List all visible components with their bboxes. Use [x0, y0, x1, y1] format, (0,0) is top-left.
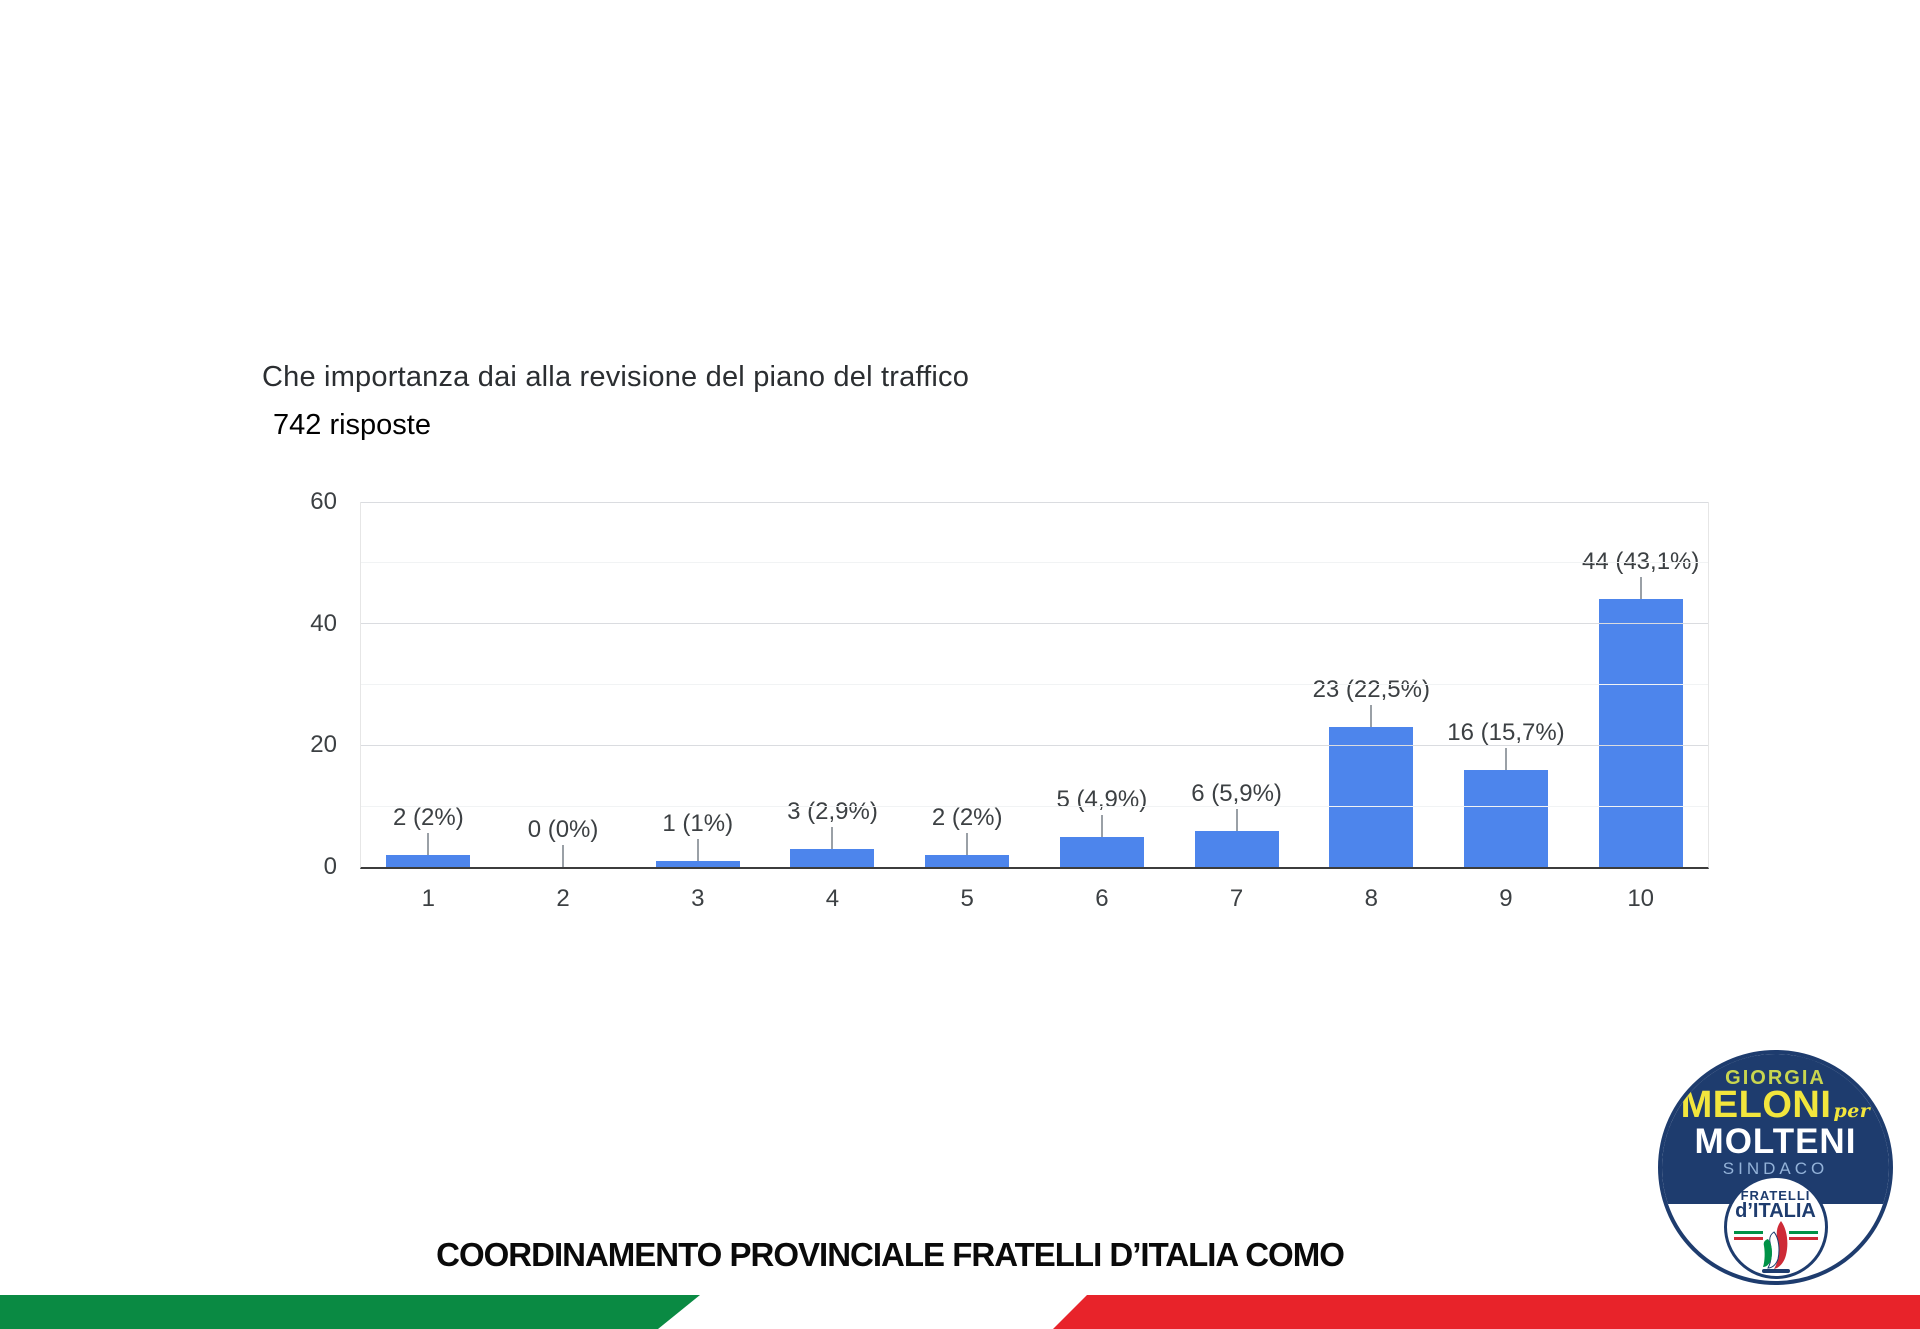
x-axis-label: 4 — [825, 885, 840, 912]
flame-red-path — [1773, 1221, 1787, 1269]
bar-slot: 0 (0%) 2 — [496, 502, 631, 912]
gridline-major — [361, 501, 1708, 503]
bar — [655, 860, 740, 867]
chart-title: Che importanza dai alla revisione del pi… — [262, 361, 970, 393]
badge-text-ditalia: d’ITALIA — [1735, 1200, 1816, 1222]
bottom-stripe — [0, 1295, 1920, 1329]
tricolor-band-left — [1733, 1231, 1763, 1240]
y-axis-label: 20 — [310, 731, 337, 759]
bar — [1194, 830, 1279, 867]
bar-slot: 16 (15,7%) 9 — [1439, 502, 1574, 912]
label-connector-line — [427, 832, 430, 855]
label-connector-line — [1504, 747, 1507, 770]
bar — [1463, 769, 1548, 867]
tricolor-red-bar — [1788, 1237, 1818, 1240]
x-axis-label: 2 — [556, 885, 570, 912]
tricolor-band-right — [1788, 1231, 1818, 1240]
bar — [1598, 599, 1683, 867]
bar-slot: 2 (2%) 1 — [361, 502, 496, 912]
bar — [925, 854, 1010, 867]
bar-slot: 5 (4,9%) 6 — [1035, 502, 1170, 912]
label-connector-line — [562, 845, 565, 867]
bar — [386, 854, 471, 867]
logo-text-per: per — [1833, 1100, 1871, 1122]
bar-value-label: 0 (0%) — [527, 816, 599, 843]
flame-green-path — [1762, 1239, 1772, 1267]
bar-value-label: 2 (2%) — [393, 803, 464, 831]
tricolor-green-bar — [1733, 1231, 1763, 1234]
stripe-green-segment — [0, 1295, 700, 1329]
x-axis-label: 10 — [1627, 885, 1655, 912]
tricolor-red-bar — [1733, 1237, 1763, 1240]
logo-text-sindaco: SINDACO — [1722, 1159, 1829, 1178]
logo-text-molteni: MOLTENI — [1694, 1122, 1857, 1161]
badge-text-fratelli: FRATELLI — [1740, 1188, 1811, 1203]
bar-value-label: 16 (15,7%) — [1447, 718, 1565, 746]
label-connector-line — [1100, 814, 1103, 837]
label-connector-line — [1639, 577, 1642, 600]
y-axis-label: 0 — [323, 853, 337, 880]
campaign-logo: GIORGIA MELONI per MOLTENI SINDACO FRATEL… — [1658, 1050, 1893, 1285]
bar-value-label: 5 (4,9%) — [1056, 785, 1148, 813]
bar — [790, 848, 875, 867]
gridline-major — [361, 623, 1708, 625]
label-connector-line — [1370, 705, 1373, 728]
x-axis-label: 1 — [421, 885, 436, 912]
bar-slot: 44 (43,1%) 10 — [1573, 502, 1708, 911]
stripe-red-segment — [1053, 1295, 1920, 1329]
tricolor-flame-icon — [1761, 1221, 1790, 1273]
bar — [1059, 836, 1144, 867]
bar-slot: 2 (2%) 5 — [900, 502, 1035, 912]
footer-text: COORDINAMENTO PROVINCIALE FRATELLI D’ITA… — [436, 1236, 1345, 1273]
x-axis-label: 9 — [1499, 885, 1513, 912]
bar-value-label: 1 (1%) — [662, 809, 734, 837]
label-connector-line — [696, 838, 699, 861]
y-axis-label: 60 — [310, 488, 337, 515]
flame-base — [1761, 1269, 1790, 1273]
bar-slot: 3 (2,9%) 4 — [765, 502, 900, 912]
chart-subtitle: 742 risposte — [273, 409, 431, 441]
bar-value-label: 2 (2%) — [931, 803, 1003, 831]
x-axis-label: 6 — [1095, 885, 1109, 912]
bar-value-label: 23 (22,5%) — [1312, 676, 1430, 704]
y-axis-labels: 0 20 40 60 — [0, 489, 337, 880]
logo-text-meloni: MELONI per — [1662, 1084, 1889, 1127]
logo-text-giorgia: GIORGIA — [1725, 1067, 1826, 1089]
bar-value-label: 6 (5,9%) — [1191, 779, 1282, 807]
x-axis-label: 7 — [1229, 885, 1244, 912]
x-axis-label: 8 — [1364, 885, 1378, 912]
bar-value-label: 44 (43,1%) — [1581, 548, 1700, 576]
tricolor-green-bar — [1788, 1231, 1818, 1234]
y-axis-label: 40 — [310, 609, 337, 637]
label-connector-line — [966, 832, 969, 855]
bar-slot: 1 (1%) 3 — [630, 502, 765, 912]
bars-row: 2 (2%) 1 0 (0%) 2 1 (1%) 3 3 (2,9%) 4 2 (2%) 5 5 (… — [361, 502, 1708, 912]
x-axis-label: 5 — [960, 885, 974, 912]
fratelli-ditalia-badge: FRATELLI d’ITALIA — [1723, 1175, 1828, 1279]
bar — [1329, 727, 1414, 867]
flame-white-path — [1766, 1231, 1779, 1269]
bar-value-label: 3 (2,9%) — [787, 797, 878, 825]
label-connector-line — [831, 826, 834, 849]
x-axis-label: 3 — [691, 885, 705, 912]
bar-slot: 6 (5,9%) 7 — [1169, 502, 1304, 912]
plot-area: 2 (2%) 1 0 (0%) 2 1 (1%) 3 3 (2,9%) 4 2 (2%) 5 5 (… — [360, 501, 1709, 912]
bar-slot: 23 (22,5%) 8 — [1304, 502, 1439, 911]
gridline-minor — [361, 562, 1708, 564]
label-connector-line — [1235, 808, 1238, 831]
gridline-major — [361, 744, 1708, 746]
gridline-minor — [361, 684, 1708, 685]
logo-text-meloni-main: MELONI — [1680, 1084, 1832, 1126]
gridline-minor — [361, 805, 1708, 807]
